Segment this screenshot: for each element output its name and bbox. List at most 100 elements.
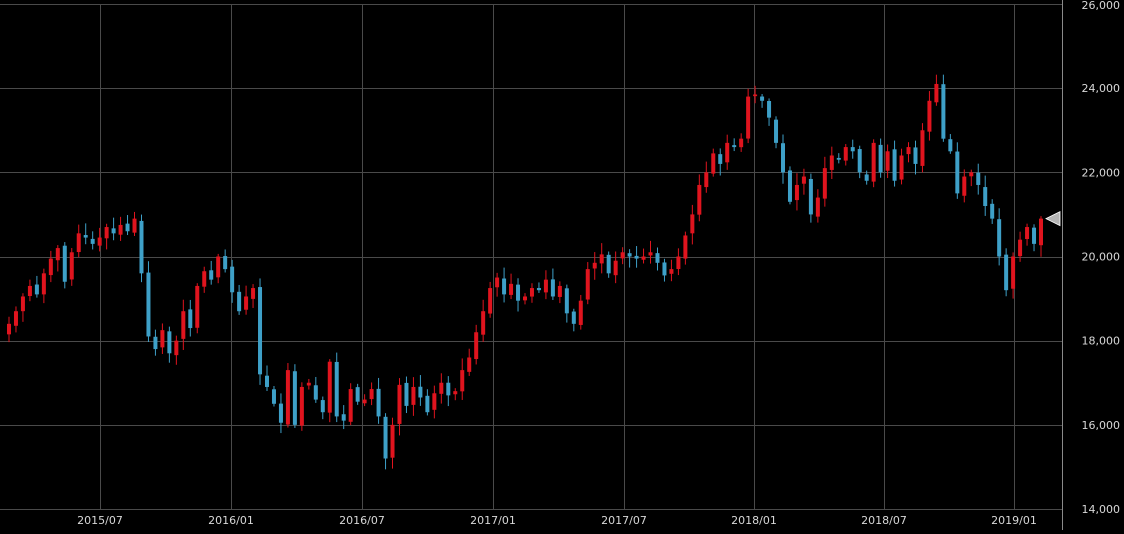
- candle-body: [690, 214, 695, 234]
- candle: [899, 148, 904, 185]
- candle: [599, 243, 604, 274]
- candle-body: [767, 101, 772, 118]
- candle-body: [648, 252, 653, 256]
- candle-body: [132, 218, 137, 233]
- candle-body: [892, 149, 897, 181]
- candle-body: [564, 288, 569, 314]
- candle: [27, 279, 32, 302]
- candle-body: [34, 284, 39, 295]
- candle-body: [620, 252, 625, 259]
- candle-body: [160, 330, 165, 348]
- candle: [997, 208, 1002, 266]
- candle: [348, 383, 353, 426]
- candle: [48, 250, 53, 283]
- candle-body: [794, 184, 799, 201]
- candle-body: [20, 296, 25, 312]
- y-tick-label: 14,000: [1082, 503, 1121, 516]
- candle-body: [62, 245, 67, 282]
- candle: [34, 275, 39, 298]
- candle-body: [843, 147, 848, 161]
- candle: [969, 169, 974, 187]
- candle: [216, 253, 221, 284]
- candle-body: [48, 258, 53, 276]
- candle: [502, 267, 507, 303]
- candle: [439, 373, 444, 404]
- candle: [787, 166, 792, 205]
- candle-body: [223, 256, 228, 270]
- candle-body: [83, 235, 88, 238]
- candle: [550, 268, 555, 300]
- candle: [453, 388, 458, 401]
- candle-body: [927, 100, 932, 132]
- candle-body: [634, 255, 639, 259]
- candle-body: [683, 235, 688, 259]
- candle: [174, 335, 179, 365]
- candle-body: [550, 279, 555, 297]
- candle-body: [90, 238, 95, 244]
- candle: [585, 262, 590, 305]
- candle: [13, 306, 18, 333]
- candle-body: [13, 311, 18, 326]
- candle: [278, 393, 283, 434]
- candle-body: [390, 424, 395, 458]
- candles-layer: [7, 74, 1043, 470]
- candle-body: [467, 357, 472, 372]
- candle-body: [934, 83, 939, 103]
- candle: [794, 173, 799, 211]
- candle-body: [627, 253, 632, 257]
- candle-body: [327, 361, 332, 413]
- candle: [955, 142, 960, 199]
- candle-body: [425, 395, 430, 413]
- candle-body: [460, 370, 465, 392]
- x-tick-label: 2015/07: [77, 514, 123, 527]
- candle: [320, 396, 325, 420]
- candle: [836, 153, 841, 164]
- candle-body: [432, 393, 437, 410]
- candle: [355, 383, 360, 405]
- candle-body: [97, 237, 102, 246]
- candle: [153, 329, 158, 356]
- candle-body: [516, 284, 521, 301]
- last-price-marker: [1045, 210, 1061, 227]
- candle: [69, 248, 74, 286]
- candle: [1025, 223, 1030, 246]
- candle: [125, 215, 130, 236]
- grid-layer: [0, 4, 1062, 510]
- candle-body: [557, 285, 562, 297]
- candle-body: [718, 154, 723, 164]
- candle: [676, 248, 681, 276]
- candle: [690, 204, 695, 245]
- candle: [662, 258, 667, 282]
- candle-body: [111, 228, 116, 234]
- candle: [857, 145, 862, 179]
- candle-body: [411, 386, 416, 405]
- candle: [592, 252, 597, 280]
- candle: [509, 273, 514, 300]
- candle-body: [278, 403, 283, 423]
- candle: [1011, 252, 1016, 299]
- candle: [760, 94, 765, 108]
- candle: [774, 116, 779, 149]
- candle: [1032, 224, 1037, 252]
- candle-body: [697, 184, 702, 215]
- candle: [934, 74, 939, 106]
- candle-body: [76, 233, 81, 253]
- candle-body: [641, 256, 646, 260]
- candle: [801, 168, 806, 195]
- candle: [976, 163, 981, 195]
- candle: [362, 394, 367, 407]
- candle-body: [41, 273, 46, 295]
- candle: [41, 268, 46, 304]
- x-tick-label: 2017/07: [601, 514, 647, 527]
- candle-body: [543, 279, 548, 293]
- candle: [188, 299, 193, 337]
- candle: [446, 376, 451, 407]
- candle-body: [355, 387, 360, 402]
- y-tick-label: 18,000: [1082, 335, 1121, 348]
- candle: [578, 294, 583, 330]
- candle: [495, 272, 500, 297]
- candle: [132, 211, 137, 237]
- candle-body: [299, 386, 304, 426]
- candle: [781, 134, 785, 184]
- candle-body: [739, 138, 744, 148]
